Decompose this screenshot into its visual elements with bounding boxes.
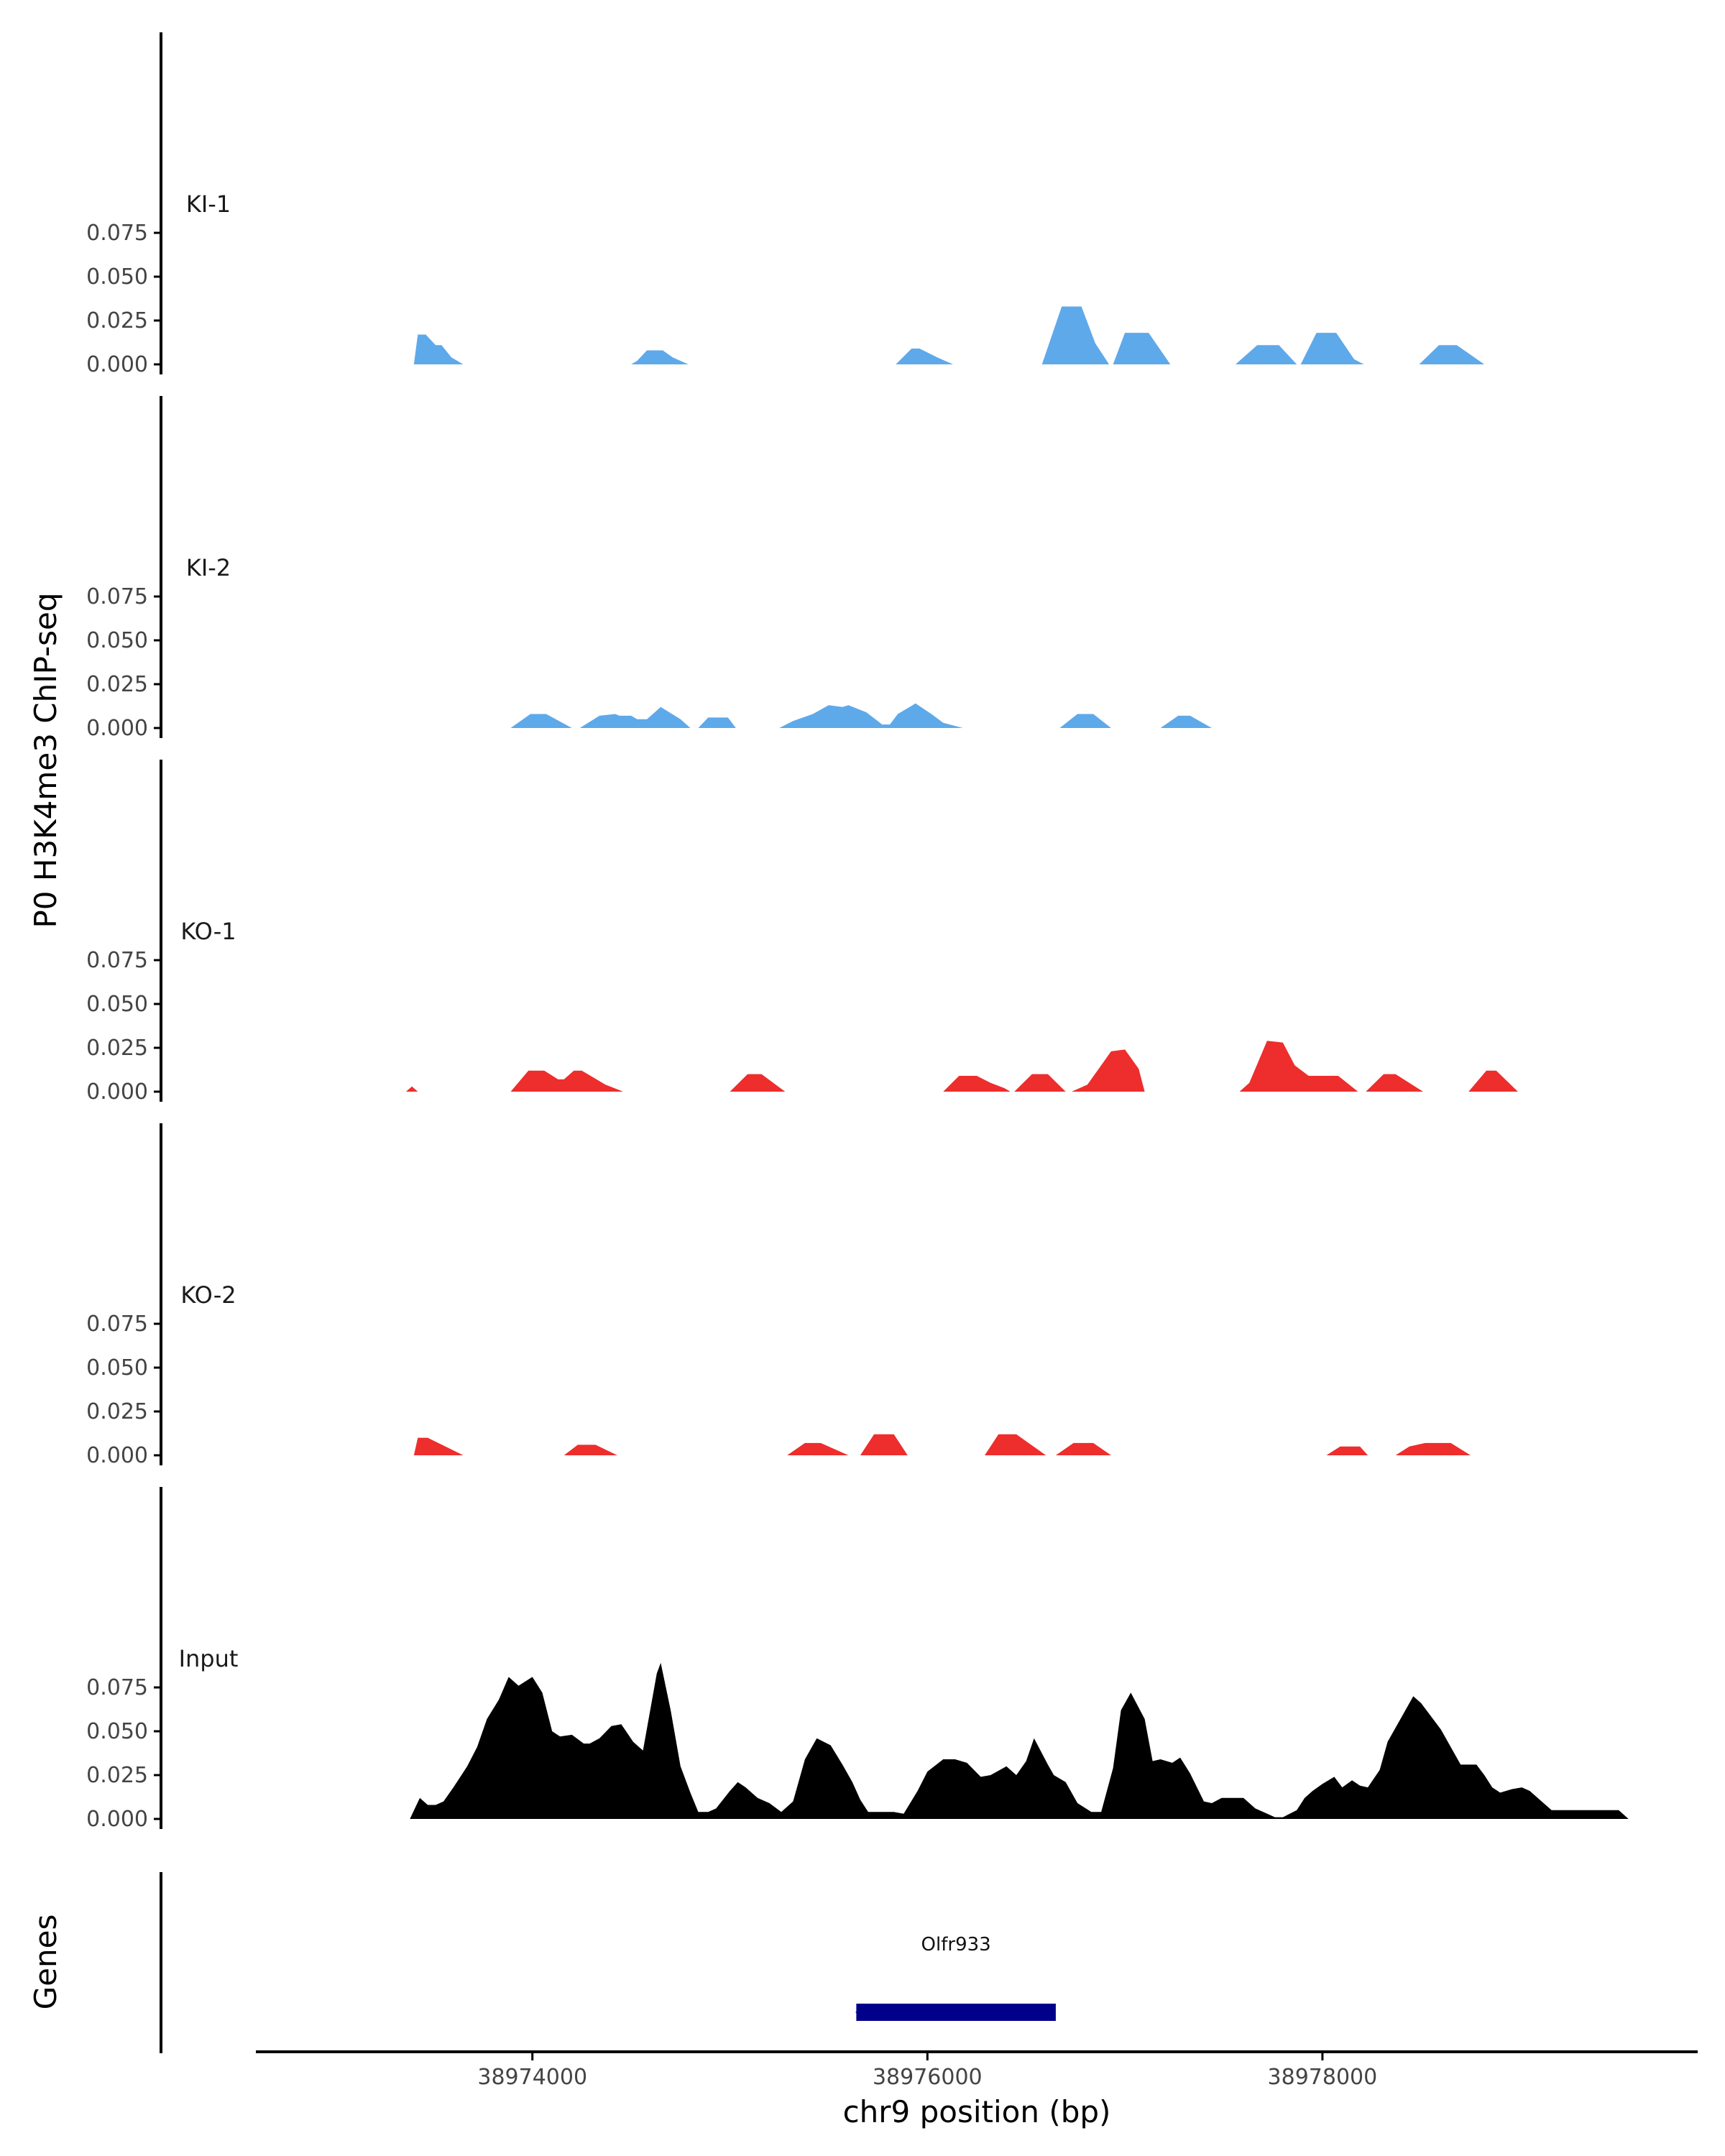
signal-area-input: [410, 1662, 1629, 1819]
x-tick-label-2: 38978000: [1268, 2065, 1378, 2090]
panel-label-ko-2: KO-2: [180, 1281, 236, 1309]
panel-label-ki-2: KI-2: [186, 554, 231, 581]
y-tick-label-ko-1-0: 0.000: [86, 1079, 148, 1105]
x-axis: 38974000 38976000 38978000 chr9 position (…: [256, 2050, 1698, 2129]
panel-input: 0.000 0.025 0.050 0.075 Input: [86, 1487, 1629, 1832]
panel-ki-2: 0.000 0.025 0.050 0.075 KI-2: [86, 396, 1212, 741]
y-tick-label-ki-2-3: 0.075: [86, 584, 148, 609]
y-tick-label-ko-2-0: 0.000: [86, 1443, 148, 1468]
y-tick-label-ki-1-0: 0.000: [86, 352, 148, 377]
y-tick-label-input-0: 0.000: [86, 1807, 148, 1832]
signal-area-ki-2: [510, 703, 1212, 728]
y-tick-label-ko-2-2: 0.050: [86, 1355, 148, 1381]
y-axis-title: P0 H3K4me3 ChIP-seq: [28, 592, 63, 928]
signal-area-ko-1: [405, 1041, 1518, 1092]
y-tick-label-ki-1-1: 0.025: [86, 308, 148, 333]
y-tick-label-ko-1-2: 0.050: [86, 992, 148, 1017]
y-tick-label-input-2: 0.050: [86, 1719, 148, 1744]
y-tick-label-ki-1-2: 0.050: [86, 264, 148, 290]
y-tick-label-ko-2-1: 0.025: [86, 1399, 148, 1424]
y-tick-label-ki-2-0: 0.000: [86, 716, 148, 741]
gene-layer: Olfr933: [855, 1934, 1056, 2021]
panel-label-ki-1: KI-1: [186, 190, 231, 218]
signal-area-ko-2: [413, 1434, 1471, 1455]
x-tick-layer: 38974000 38976000 38978000: [477, 2052, 1377, 2090]
x-axis-title: chr9 position (bp): [843, 2094, 1111, 2129]
y-tick-label-ki-1-3: 0.075: [86, 221, 148, 246]
panel-ko-2: 0.000 0.025 0.050 0.075 KO-2: [86, 1123, 1471, 1468]
genes-axis-title: Genes: [28, 1915, 63, 2010]
gene-body-0: [856, 2004, 1056, 2021]
panel-ko-1: 0.000 0.025 0.050 0.075 KO-1: [86, 760, 1518, 1105]
gene-label-0: Olfr933: [921, 1934, 991, 1955]
y-tick-label-ko-1-3: 0.075: [86, 948, 148, 973]
signal-area-ki-1: [413, 306, 1485, 364]
y-tick-label-ki-2-1: 0.025: [86, 672, 148, 697]
panel-label-ko-1: KO-1: [180, 918, 236, 945]
y-tick-label-input-1: 0.025: [86, 1763, 148, 1788]
gene-strand-arrow-0: [855, 2005, 866, 2019]
y-tick-label-ko-1-1: 0.025: [86, 1036, 148, 1061]
y-tick-label-ko-2-3: 0.075: [86, 1312, 148, 1337]
panel-ki-1: 0.000 0.025 0.050 0.075 KI-1: [86, 32, 1485, 377]
y-tick-label-ki-2-2: 0.050: [86, 628, 148, 653]
panel-label-input: Input: [179, 1645, 239, 1672]
x-tick-label-0: 38974000: [477, 2065, 587, 2090]
gene-track: Genes Olfr933: [28, 1872, 1056, 2053]
panels-layer: 0.0000.0250.0500.075KI-10.0000.0250.0500…: [86, 32, 1629, 1832]
y-tick-label-input-3: 0.075: [86, 1675, 148, 1700]
x-tick-label-1: 38976000: [873, 2065, 983, 2090]
